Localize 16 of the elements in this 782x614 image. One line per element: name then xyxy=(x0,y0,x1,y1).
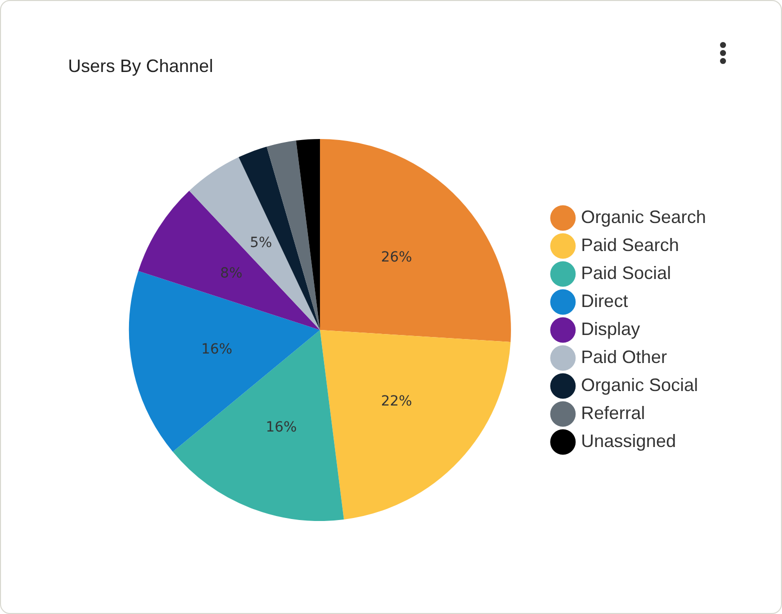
legend-label: Paid Other xyxy=(580,346,667,367)
legend-label: Display xyxy=(580,318,640,339)
legend-label: Unassigned xyxy=(580,430,676,451)
legend-label: Organic Search xyxy=(580,206,706,227)
legend-label: Direct xyxy=(580,290,628,311)
data-label: 5% xyxy=(250,234,272,251)
legend-label: Paid Social xyxy=(580,262,672,283)
data-label: 22% xyxy=(380,394,412,410)
chart-title: Users By Channel xyxy=(68,56,214,77)
data-label: 16% xyxy=(201,341,232,358)
legend-label: Referral xyxy=(580,402,645,423)
legend-label: Paid Search xyxy=(580,234,680,255)
data-label: 26% xyxy=(380,250,412,266)
data-label: 16% xyxy=(266,419,297,436)
legend-label: Organic Social xyxy=(580,374,698,395)
data-label: 8% xyxy=(220,265,242,282)
